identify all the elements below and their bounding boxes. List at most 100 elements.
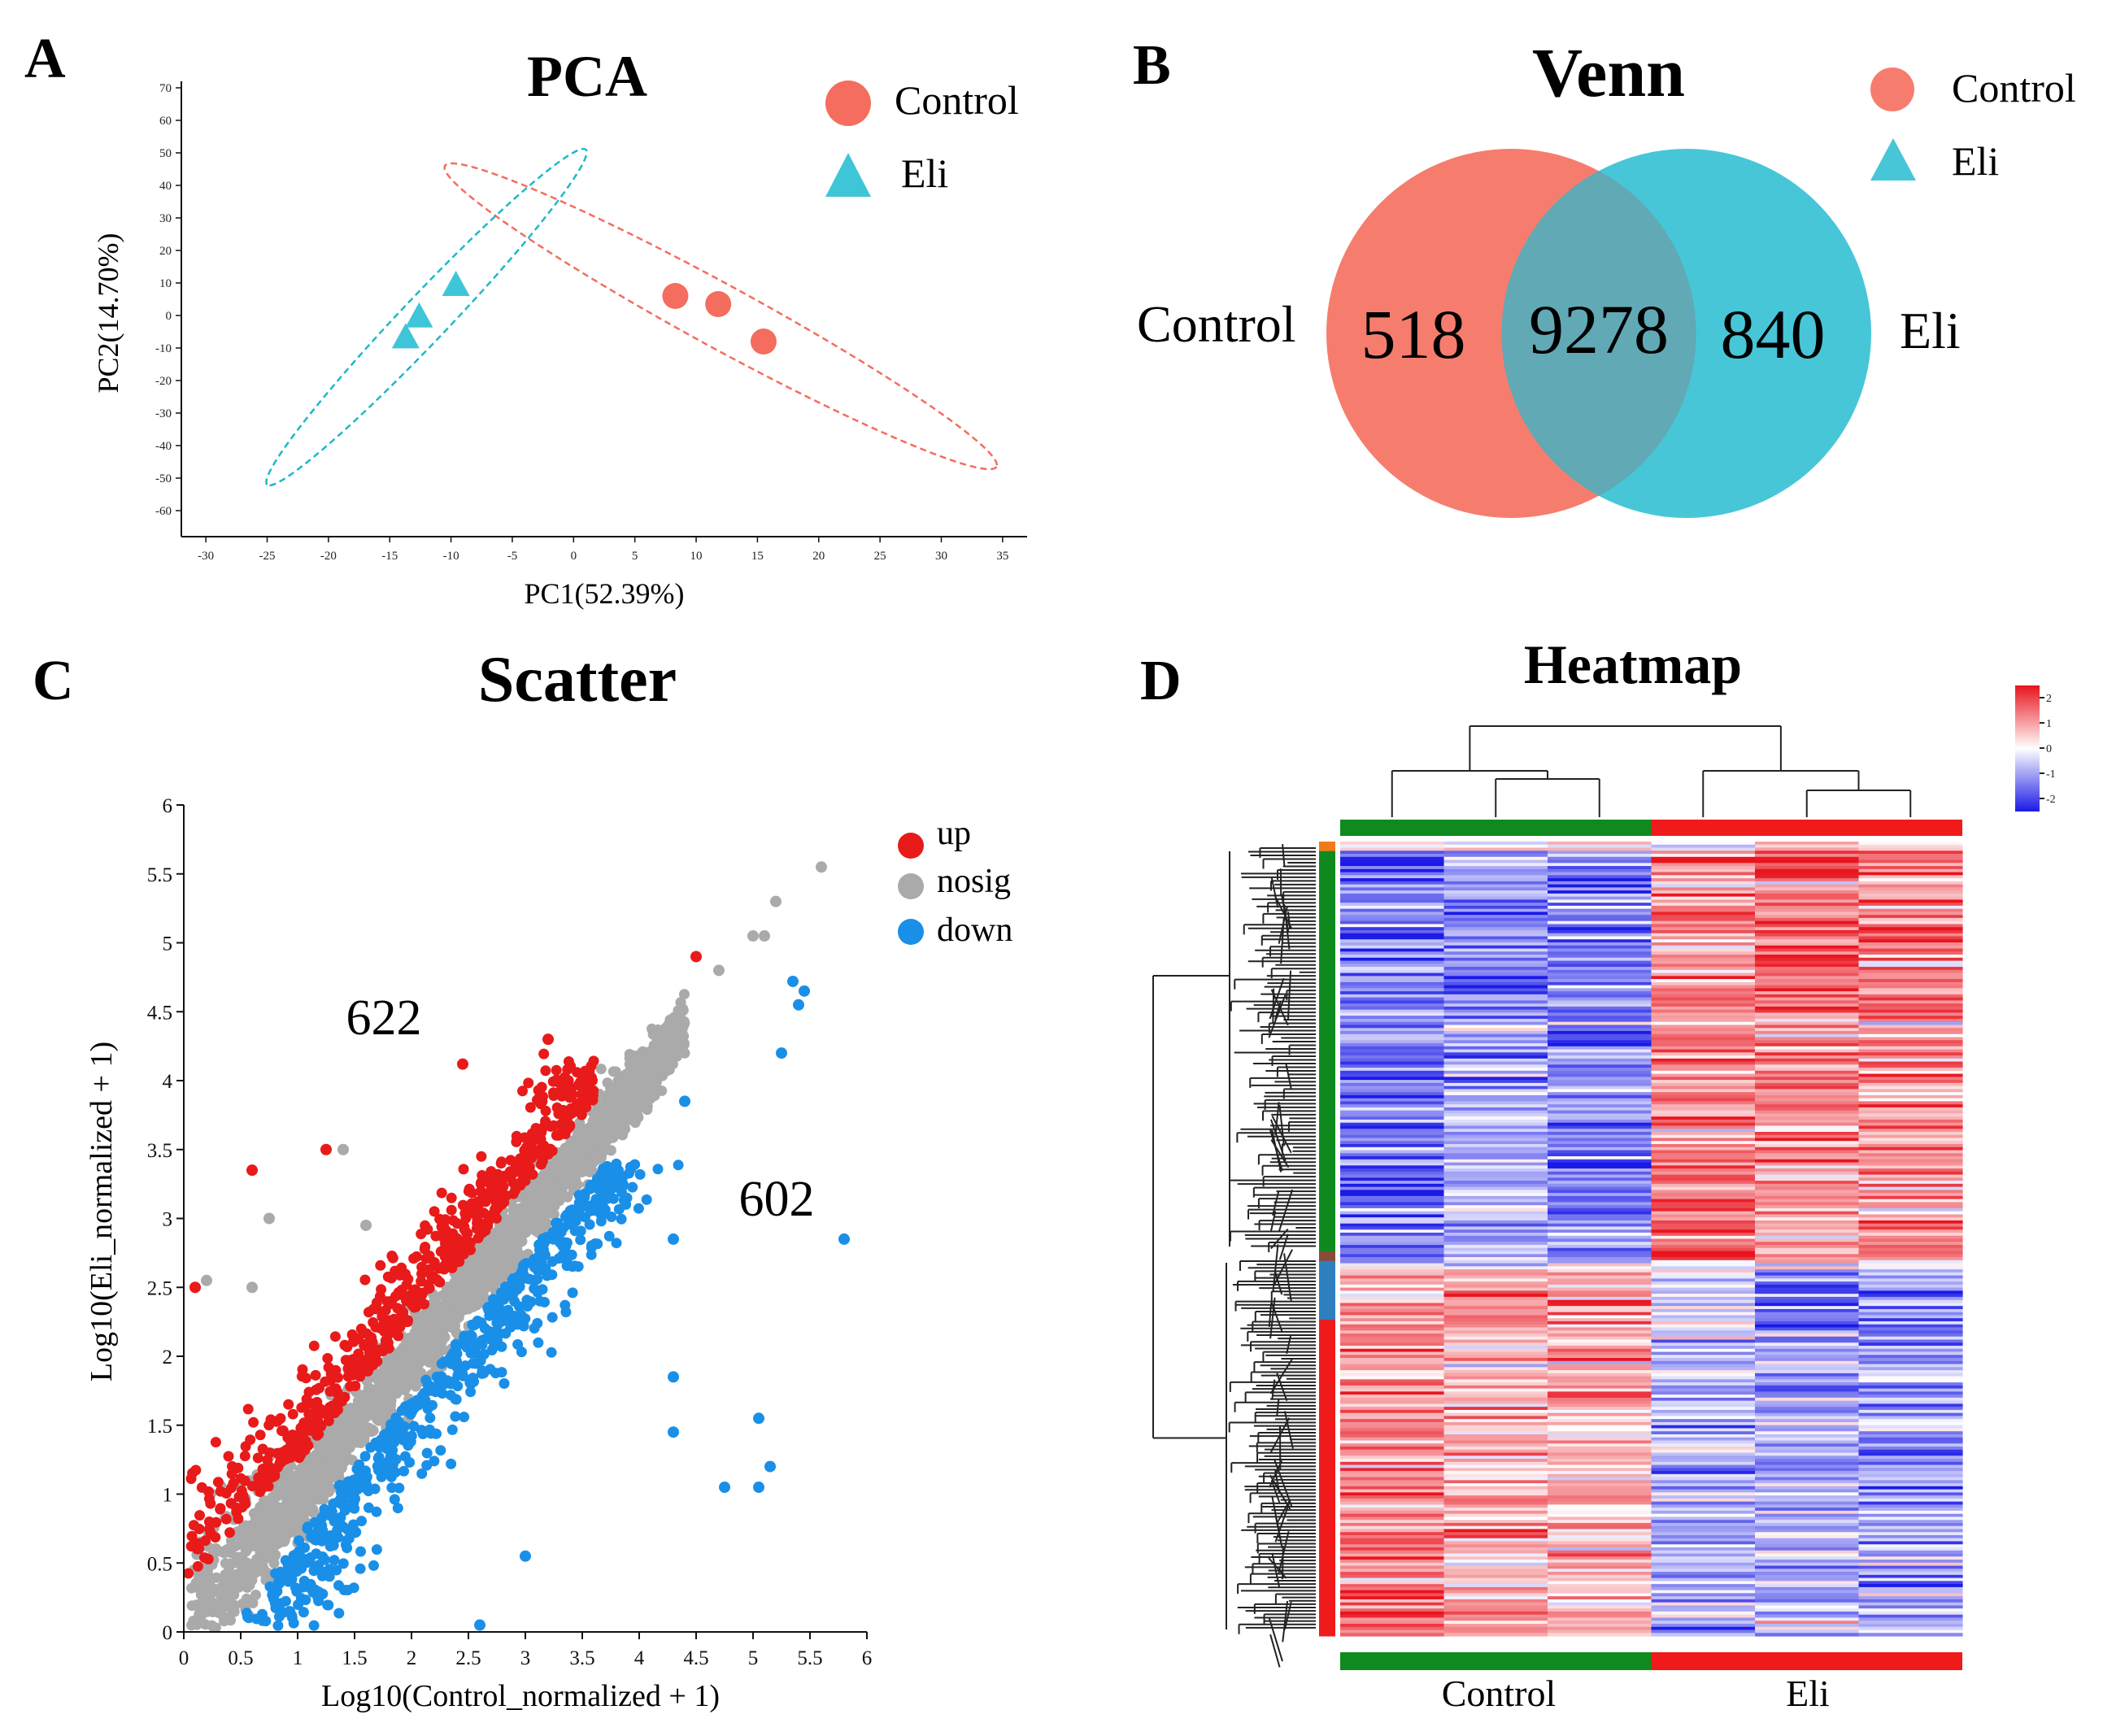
heatmap-cell (1651, 1000, 1756, 1004)
heatmap-cell (1443, 1247, 1548, 1252)
heatmap-cell (1443, 908, 1548, 913)
heatmap-cell (1340, 1131, 1445, 1136)
heatmap-cell (1755, 1012, 1860, 1016)
heatmap-cell (1548, 856, 1652, 861)
scatter-point-nosig (311, 1486, 323, 1497)
heatmap-cell (1340, 1183, 1445, 1188)
heatmap-cell (1443, 1214, 1548, 1218)
heatmap-cell (1858, 1016, 1963, 1020)
heatmap-cell (1755, 1245, 1860, 1249)
heatmap-cell (1443, 1202, 1548, 1206)
heatmap-cell (1651, 1070, 1756, 1075)
heatmap-cell (1755, 1327, 1860, 1331)
heatmap-cell (1340, 1303, 1445, 1307)
heatmap-cell (1548, 1082, 1652, 1087)
heatmap-cell (1755, 939, 1860, 943)
heatmap-cell (1755, 1033, 1860, 1038)
scatter-point-up (322, 1353, 333, 1364)
heatmap-cell (1651, 1207, 1756, 1212)
scatter-point-nosig (220, 1569, 231, 1580)
heatmap-cell (1443, 955, 1548, 959)
panel-label-d: D (1140, 650, 1182, 712)
scatter-point-up (299, 1401, 311, 1412)
scatter-point-up (587, 1089, 599, 1100)
heatmap-cell (1340, 1064, 1445, 1068)
heatmap-cell (1858, 872, 1963, 876)
heatmap-cell (1858, 844, 1963, 849)
scatter-point-up (548, 1090, 559, 1101)
heatmap-cell (1548, 1101, 1652, 1105)
scatter-point-up (420, 1242, 431, 1252)
heatmap-cell (1548, 893, 1652, 898)
scatter-point-down (531, 1263, 542, 1274)
heatmap-cell (1340, 1058, 1445, 1063)
scatter-point-up (248, 1416, 259, 1428)
heatmap-cell (1340, 1119, 1445, 1124)
heatmap-cell (1755, 872, 1860, 876)
heatmap-cell (1443, 1006, 1548, 1011)
heatmap-cell (1651, 1030, 1756, 1035)
heatmap-cell (1340, 929, 1445, 934)
heatmap-cell (1755, 951, 1860, 955)
heatmap-cell (1858, 1238, 1963, 1242)
heatmap-cell (1651, 1245, 1756, 1249)
heatmap-cell (1443, 1174, 1548, 1178)
heatmap-cell (1340, 1070, 1445, 1075)
scatter-point-up (312, 1416, 324, 1427)
heatmap-cell (1755, 1162, 1860, 1166)
heatmap-cell (1651, 903, 1756, 907)
scatter-point-down (586, 1249, 597, 1260)
pca-point-eli (405, 302, 433, 328)
heatmap-cell (1755, 1122, 1860, 1127)
heatmap-cell (1858, 1146, 1963, 1151)
pca-x-tick-label: -15 (381, 550, 398, 563)
heatmap-cell (1443, 917, 1548, 922)
scatter-point-up (380, 1305, 391, 1316)
heatmap-cell (1548, 1254, 1652, 1258)
heatmap-cell (1443, 1318, 1548, 1322)
scatter-point-down (490, 1301, 501, 1312)
scatter-point-nosig (426, 1337, 438, 1348)
heatmap-cell (1651, 1251, 1756, 1255)
heatmap-cell (1443, 1177, 1548, 1181)
scatter-point-nosig (311, 1464, 323, 1475)
scatter-point-down (552, 1217, 564, 1229)
heatmap-cell (1651, 878, 1756, 882)
heatmap-cell (1340, 1260, 1445, 1264)
heatmap-cell (1651, 1333, 1756, 1338)
heatmap-cell (1548, 1278, 1652, 1282)
scatter-point-nosig (313, 1447, 324, 1459)
scatter-point-nosig (770, 895, 782, 907)
heatmap-cell (1548, 903, 1652, 907)
heatmap-cell (1651, 1308, 1756, 1313)
heatmap-cell (1755, 1018, 1860, 1023)
scatter-point-nosig (202, 1581, 214, 1592)
scatter-annotation-up-count: 622 (346, 990, 422, 1046)
scatter-point-nosig (513, 1248, 525, 1260)
heatmap-cell (1443, 1242, 1548, 1246)
scatter-point-up (252, 1452, 263, 1464)
heatmap-cell (1651, 979, 1756, 983)
heatmap-cell (1651, 1199, 1756, 1203)
heatmap-cell (1548, 878, 1652, 882)
scatter-point-down (323, 1599, 334, 1611)
heatmap-cell (1548, 1061, 1652, 1065)
heatmap-cell (1340, 1211, 1445, 1216)
scatter-point-nosig (269, 1513, 281, 1524)
heatmap-cell (1443, 1299, 1548, 1304)
scatter-point-nosig (651, 1077, 662, 1088)
heatmap-cell (1651, 917, 1756, 922)
heatmap-cell (1858, 1116, 1963, 1120)
scatter-point-nosig (443, 1295, 455, 1307)
heatmap-cell (1651, 1025, 1756, 1029)
heatmap-cell (1548, 887, 1652, 891)
scatter-point-nosig (461, 1268, 472, 1279)
scatter-point-down (753, 1481, 764, 1494)
scatter-point-up (183, 1568, 194, 1579)
heatmap-cell (1340, 896, 1445, 900)
scatter-point-up (396, 1262, 407, 1273)
heatmap-cell (1651, 1195, 1756, 1200)
scatter-point-nosig (247, 1598, 259, 1608)
scatter-point-up (510, 1166, 521, 1177)
scatter-point-nosig (257, 1526, 268, 1538)
